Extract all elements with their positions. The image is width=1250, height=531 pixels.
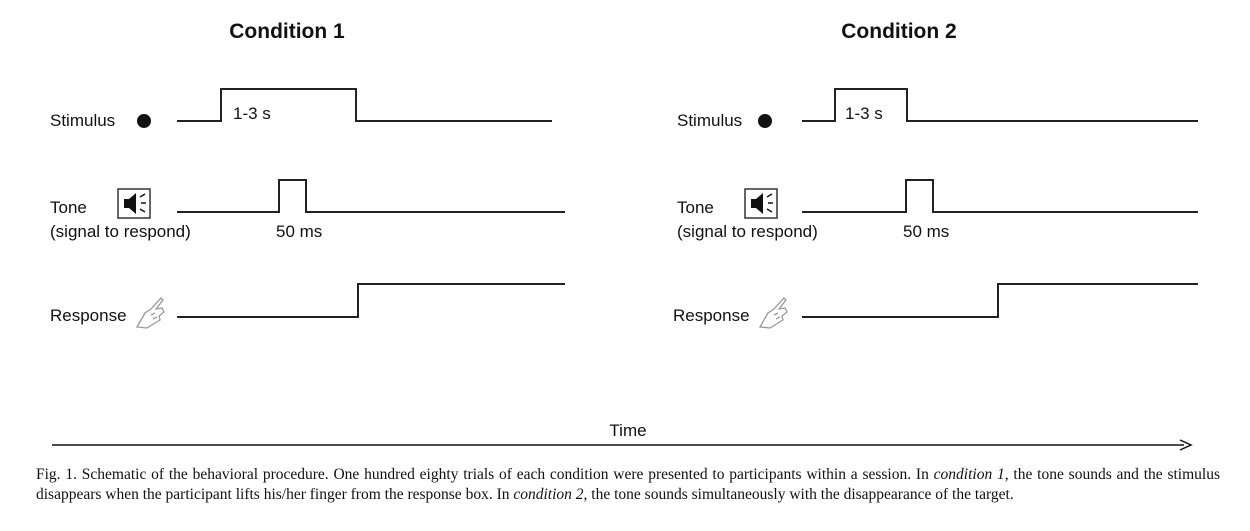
condition-1-tone-duration: 50 ms (276, 222, 322, 241)
condition-1-stimulus-wave (177, 88, 552, 122)
condition-2-stimulus-label: Stimulus (677, 111, 742, 130)
arrow-right-icon (1179, 439, 1193, 451)
condition-2-response-wave (802, 283, 1198, 318)
caption-text-1: Fig. 1. Schematic of the behavioral proc… (36, 466, 934, 483)
condition-1-tone-wave (177, 179, 565, 213)
condition-2-title: Condition 2 (841, 20, 956, 43)
figure-caption: Fig. 1. Schematic of the behavioral proc… (36, 465, 1220, 505)
caption-emphasis-2: condition 2 (513, 486, 584, 503)
condition-1-stimulus-duration: 1-3 s (233, 104, 271, 123)
finger-icon (135, 297, 165, 329)
caption-emphasis-1: condition 1 (933, 466, 1005, 483)
condition-1-tone-label: Tone (50, 198, 87, 217)
caption-text-3: , the tone sounds simultaneously with th… (583, 486, 1014, 503)
condition-2-tone-duration: 50 ms (903, 222, 949, 241)
condition-2-response-label: Response (673, 306, 750, 325)
condition-2-tone-wave (802, 179, 1198, 213)
condition-1-response-label: Response (50, 306, 127, 325)
condition-1-panel: Condition 1 Stimulus 1-3 s Tone (signal … (50, 20, 565, 329)
condition-2-panel: Condition 2 Stimulus 1-3 s Tone (signal … (673, 20, 1198, 329)
caption-text-2: , the tone sounds and the stimulus disap… (36, 466, 1220, 503)
speaker-icon (744, 188, 778, 219)
condition-2-tone-sublabel: (signal to respond) (677, 222, 818, 241)
condition-1-tone-sublabel: (signal to respond) (50, 222, 191, 241)
speaker-icon (117, 188, 151, 219)
condition-1-stimulus-label: Stimulus (50, 111, 115, 130)
dot-icon (758, 114, 772, 128)
finger-icon (758, 297, 788, 329)
time-axis-label: Time (609, 421, 646, 440)
condition-2-tone-label: Tone (677, 198, 714, 217)
dot-icon (137, 114, 151, 128)
condition-1-response-wave (177, 283, 565, 318)
condition-2-stimulus-duration: 1-3 s (845, 104, 883, 123)
condition-1-title: Condition 1 (229, 20, 345, 43)
condition-2-stimulus-wave (802, 88, 1198, 122)
